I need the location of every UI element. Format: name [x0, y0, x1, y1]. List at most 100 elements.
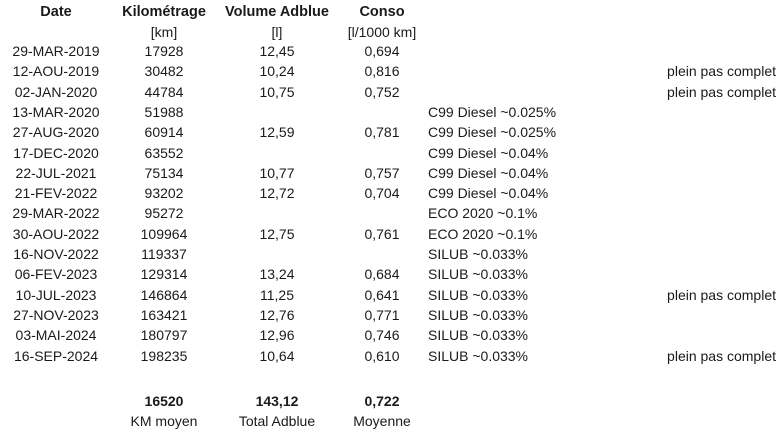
cell-conso[interactable]: 0,684: [364, 266, 400, 283]
cell-volume[interactable]: [216, 203, 338, 223]
cell-note[interactable]: plein pas complet: [667, 83, 776, 100]
cell-volume[interactable]: [216, 102, 338, 122]
cell-date[interactable]: 10-JUL-2023: [15, 286, 97, 303]
cell-volume[interactable]: 12,76: [259, 306, 295, 323]
cell-additive[interactable]: C99 Diesel ~0.025%: [428, 103, 557, 120]
cell-km[interactable]: 95272: [144, 205, 184, 222]
cell-additive[interactable]: SILUB ~0.033%: [428, 266, 529, 283]
unit-volume[interactable]: [l]: [271, 24, 283, 40]
cell-km[interactable]: 180797: [140, 327, 188, 344]
cell-date[interactable]: 13-MAR-2020: [12, 103, 100, 120]
cell-date[interactable]: 30-AOU-2022: [12, 225, 100, 242]
cell-date[interactable]: 27-AUG-2020: [12, 124, 100, 141]
cell-date[interactable]: 27-NOV-2023: [13, 306, 99, 323]
cell-additive[interactable]: C99 Diesel ~0.04%: [428, 144, 549, 161]
cell-volume[interactable]: 12,72: [259, 185, 295, 202]
cell-additive[interactable]: C99 Diesel ~0.04%: [428, 185, 549, 202]
cell-additive[interactable]: SILUB ~0.033%: [428, 286, 529, 303]
cell-note[interactable]: [618, 203, 776, 223]
cell-volume[interactable]: 10,75: [259, 83, 295, 100]
cell-volume[interactable]: 12,75: [259, 225, 295, 242]
cell-note[interactable]: [618, 163, 776, 183]
cell-conso[interactable]: [338, 203, 426, 223]
cell-note[interactable]: plein pas complet: [667, 347, 776, 364]
cell-volume[interactable]: 12,59: [259, 124, 295, 141]
cell-conso[interactable]: 0,757: [364, 164, 400, 181]
cell-conso[interactable]: [338, 244, 426, 264]
cell-conso[interactable]: 0,704: [364, 185, 400, 202]
cell-conso[interactable]: 0,781: [364, 124, 400, 141]
cell-note[interactable]: plein pas complet: [667, 63, 776, 80]
cell-note[interactable]: plein pas complet: [667, 286, 776, 303]
cell-additive[interactable]: [428, 82, 618, 102]
cell-date[interactable]: 03-MAI-2024: [15, 327, 97, 344]
cell-date[interactable]: 16-SEP-2024: [13, 347, 99, 364]
cell-conso[interactable]: 0,752: [364, 83, 400, 100]
cell-conso[interactable]: [338, 143, 426, 163]
cell-additive[interactable]: SILUB ~0.033%: [428, 246, 529, 262]
cell-conso[interactable]: 0,641: [364, 286, 400, 303]
cell-additive[interactable]: ECO 2020 ~0.1%: [428, 205, 538, 222]
header-volume[interactable]: Volume Adblue: [225, 4, 329, 20]
cell-date[interactable]: 22-JUL-2021: [15, 164, 97, 181]
cell-conso[interactable]: 0,771: [364, 306, 400, 323]
cell-km[interactable]: 146864: [140, 286, 188, 303]
unit-km[interactable]: [km]: [150, 24, 178, 40]
cell-conso[interactable]: 0,816: [364, 63, 400, 80]
total-conso[interactable]: 0,722: [364, 393, 400, 409]
cell-volume[interactable]: [216, 143, 338, 163]
label-moyenne[interactable]: Moyenne: [353, 413, 411, 429]
cell-volume[interactable]: 12,96: [259, 327, 295, 344]
unit-conso[interactable]: [l/1000 km]: [347, 24, 417, 40]
cell-note[interactable]: [618, 102, 776, 122]
cell-additive[interactable]: [428, 61, 618, 81]
cell-km[interactable]: 75134: [144, 164, 184, 181]
cell-volume[interactable]: 13,24: [259, 266, 295, 283]
cell-note[interactable]: [618, 305, 776, 325]
header-date[interactable]: Date: [40, 4, 72, 20]
label-km-moyen[interactable]: KM moyen: [130, 413, 198, 429]
cell-km[interactable]: 93202: [144, 185, 184, 202]
cell-date[interactable]: 06-FEV-2023: [14, 266, 98, 283]
cell-note[interactable]: [618, 264, 776, 284]
cell-volume[interactable]: 10,77: [259, 164, 295, 181]
cell-km[interactable]: 163421: [140, 306, 188, 323]
cell-volume[interactable]: [216, 244, 338, 264]
cell-conso[interactable]: 0,746: [364, 327, 400, 344]
cell-volume[interactable]: 10,24: [259, 63, 295, 80]
label-total-adblue[interactable]: Total Adblue: [238, 413, 316, 429]
cell-km[interactable]: 63552: [144, 144, 184, 161]
cell-date[interactable]: 12-AOU-2019: [12, 63, 100, 80]
header-conso[interactable]: Conso: [359, 4, 405, 20]
cell-note[interactable]: [618, 224, 776, 244]
cell-km[interactable]: 60914: [144, 124, 184, 141]
cell-conso[interactable]: 0,761: [364, 225, 400, 242]
cell-date[interactable]: 16-NOV-2022: [13, 246, 99, 262]
cell-note[interactable]: [618, 183, 776, 203]
cell-additive[interactable]: SILUB ~0.033%: [428, 347, 529, 364]
cell-conso[interactable]: 0,610: [364, 347, 400, 364]
cell-note[interactable]: [618, 244, 776, 264]
cell-km[interactable]: 119337: [141, 246, 187, 262]
cell-date[interactable]: 29-MAR-2022: [12, 205, 100, 222]
cell-volume[interactable]: 11,25: [260, 286, 294, 303]
cell-conso[interactable]: [338, 102, 426, 122]
cell-additive[interactable]: C99 Diesel ~0.04%: [428, 164, 549, 181]
cell-km[interactable]: 17928: [144, 43, 184, 59]
cell-km[interactable]: 129314: [140, 266, 188, 283]
cell-km[interactable]: 30482: [144, 63, 184, 80]
cell-date[interactable]: 02-JAN-2020: [14, 83, 98, 100]
cell-date[interactable]: 17-DEC-2020: [13, 144, 99, 161]
cell-km[interactable]: 198235: [140, 347, 188, 364]
cell-date[interactable]: 21-FEV-2022: [14, 185, 98, 202]
cell-note[interactable]: [618, 325, 776, 345]
total-km[interactable]: 16520: [144, 393, 184, 409]
cell-date[interactable]: 29-MAR-2019: [12, 43, 100, 59]
cell-km[interactable]: 51988: [144, 103, 184, 120]
cell-additive[interactable]: SILUB ~0.033%: [428, 327, 529, 344]
total-volume[interactable]: 143,12: [255, 393, 299, 409]
cell-volume[interactable]: 12,45: [259, 43, 295, 59]
cell-note[interactable]: [618, 143, 776, 163]
header-km[interactable]: Kilométrage: [122, 4, 206, 20]
cell-km[interactable]: 109964: [140, 225, 188, 242]
